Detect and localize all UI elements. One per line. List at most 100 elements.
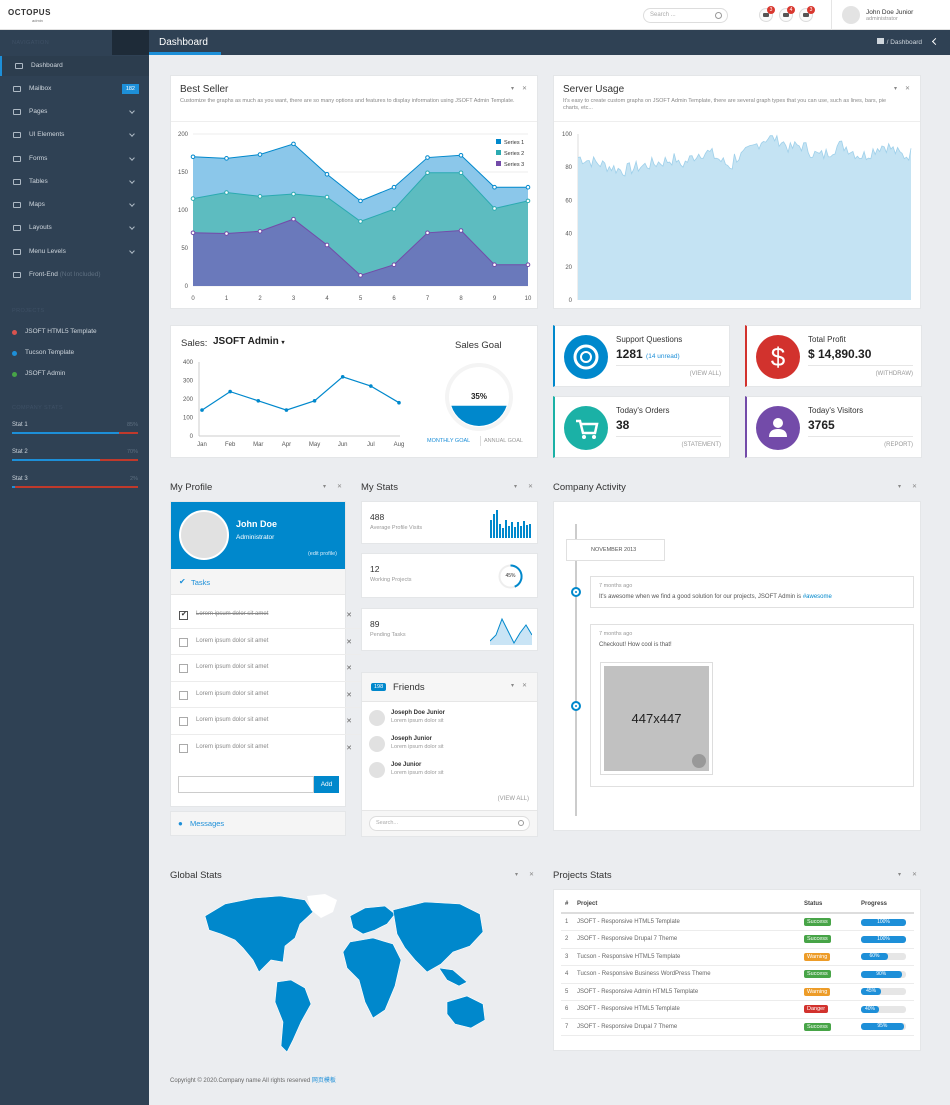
sales-product-dropdown[interactable]: JSOFT Admin ▾ [213,336,285,347]
caret-down-icon[interactable]: ▾ [323,484,327,490]
home-icon[interactable] [876,38,884,44]
table-row[interactable]: 5 JSOFT - Responsive Admin HTML5 Template… [561,983,914,1001]
sidebar-item-layouts[interactable]: Layouts [0,218,149,238]
post-image[interactable]: 447x447 [600,662,713,775]
friends-search-input[interactable]: Search... [369,816,530,831]
messages-footer[interactable]: ● Messages [170,811,346,836]
search-input[interactable]: Search ... [643,8,728,23]
close-icon[interactable]: ✕ [521,86,527,92]
caret-down-icon[interactable]: ▾ [510,683,514,689]
friend-item[interactable]: Joseph Doe Junior Lorem ipsum dolor sit [369,708,529,732]
tasks-notification-button[interactable]: 3 [759,6,775,22]
sidebar-item-front-end[interactable]: Front-End (Not Included) [0,265,149,285]
messages-link[interactable]: Messages [190,819,225,828]
friend-item[interactable]: Joseph Junior Lorem ipsum dolor sit [369,734,529,758]
post-hashtag[interactable]: #awesome [802,594,832,600]
close-icon[interactable]: ✕ [528,484,534,490]
task-checkbox[interactable] [179,664,188,673]
annual-goal-tab[interactable]: ANNUAL GOAL [484,438,523,444]
search-icon[interactable] [518,820,524,826]
sidebar-project-item[interactable]: JSOFT Admin [0,364,149,384]
task-checkbox[interactable] [179,691,188,700]
tile-footer-link[interactable]: (STATEMENT) [681,442,721,448]
panel-title: Server Usage [563,84,625,95]
progress-cell: 90% [861,965,914,984]
task-item[interactable]: ✔ Lorem ipsum dolor sit amet ✕ [171,602,361,628]
sidebar-item-menu-levels[interactable]: Menu Levels [0,242,149,262]
task-item[interactable]: Lorem ipsum dolor sit amet ✕ [171,734,361,760]
close-icon[interactable]: ✕ [521,683,527,689]
alerts-notification-button[interactable]: 3 [799,6,815,22]
caret-down-icon[interactable]: ▾ [510,86,514,92]
progress-bar: 60% [861,953,906,961]
stat-track [12,459,138,461]
table-row[interactable]: 6 JSOFT - Responsive HTML5 Template Danger… [561,1000,914,1019]
view-all-friends-link[interactable]: (VIEW ALL) [497,796,529,802]
table-row[interactable]: 7 JSOFT - Responsive Drupal 7 Theme Succes… [561,1018,914,1036]
sidebar-item-tables[interactable]: Tables [0,172,149,192]
world-map[interactable] [195,890,495,1055]
close-icon[interactable]: ✕ [912,484,918,490]
caret-down-icon[interactable]: ▾ [898,872,902,878]
friend-text: Lorem ipsum dolor sit [391,744,444,750]
sidebar-item-mailbox[interactable]: Mailbox 182 [0,79,149,99]
legend-label: Series 2 [504,151,524,157]
tile-footer-link[interactable]: (WITHDRAW) [875,371,913,377]
footer-link[interactable]: 网页模板 [311,1078,336,1084]
sidebar-project-item[interactable]: JSOFT HTML5 Template [0,322,149,342]
task-item[interactable]: Lorem ipsum dolor sit amet ✕ [171,707,361,733]
new-task-input[interactable] [178,776,314,793]
tile-value: 38 [616,418,630,432]
sidebar-item-maps[interactable]: Maps [0,195,149,215]
monthly-goal-tab[interactable]: MONTHLY GOAL [427,438,471,444]
task-item[interactable]: Lorem ipsum dolor sit amet ✕ [171,681,361,707]
caret-down-icon[interactable]: ▾ [893,86,897,92]
close-icon[interactable]: ✕ [912,872,918,878]
close-icon[interactable]: ✕ [346,745,352,752]
tile-footer-link[interactable]: (VIEW ALL) [689,371,721,377]
tasks-header[interactable]: ✔ Tasks [171,569,345,595]
caret-down-icon[interactable]: ▾ [898,484,902,490]
close-icon[interactable]: ✕ [529,872,535,878]
close-icon[interactable]: ✕ [346,692,352,699]
row-number: 2 [561,930,577,949]
task-item[interactable]: Lorem ipsum dolor sit amet ✕ [171,628,361,654]
add-task-button[interactable]: Add [314,776,339,793]
close-icon[interactable]: ✕ [346,612,352,619]
sidebar-item-dashboard[interactable]: Dashboard [0,56,149,76]
row-number: 3 [561,948,577,966]
close-icon[interactable]: ✕ [346,639,352,646]
my-stats-title: My Stats [361,482,398,493]
tile-footer-link[interactable]: (REPORT) [884,442,913,448]
sidebar-item-forms[interactable]: Forms [0,149,149,169]
chevron-left-icon[interactable] [931,37,940,46]
data-point [257,228,263,234]
zoom-icon[interactable] [692,754,706,768]
table-row[interactable]: 2 JSOFT - Responsive Drupal 7 Theme Succes… [561,930,914,949]
messages-notification-button[interactable]: 4 [779,6,795,22]
table-row[interactable]: 1 JSOFT - Responsive HTML5 Template Succes… [561,913,914,931]
logo[interactable]: OCTOPUS admin [8,8,51,23]
sidebar-item-ui-elements[interactable]: UI Elements [0,125,149,145]
task-checkbox[interactable] [179,744,188,753]
task-checkbox[interactable] [179,717,188,726]
sidebar-project-item[interactable]: Tucson Template [0,343,149,363]
task-checkbox[interactable] [179,638,188,647]
edit-profile-link[interactable]: (edit profile) [307,551,337,557]
search-icon[interactable] [715,12,722,19]
task-checkbox[interactable]: ✔ [179,611,188,620]
friend-item[interactable]: Joe Junior Lorem ipsum dolor sit [369,760,529,784]
task-item[interactable]: Lorem ipsum dolor sit amet ✕ [171,654,361,680]
sidebar-item-pages[interactable]: Pages [0,102,149,122]
caret-down-icon[interactable]: ▾ [514,484,518,490]
table-row[interactable]: 4 Tucson - Responsive Business WordPress … [561,965,914,984]
close-icon[interactable]: ✕ [346,718,352,725]
close-icon[interactable]: ✕ [337,484,343,490]
table-row[interactable]: 3 Tucson - Responsive HTML5 Template Warni… [561,948,914,966]
sidebar-toggle-button[interactable] [112,30,248,55]
close-icon[interactable]: ✕ [904,86,910,92]
close-icon[interactable]: ✕ [346,665,352,672]
sidebar-item-label: Mailbox [29,85,52,92]
tile-value: 1281 [616,347,643,361]
caret-down-icon[interactable]: ▾ [515,872,519,878]
